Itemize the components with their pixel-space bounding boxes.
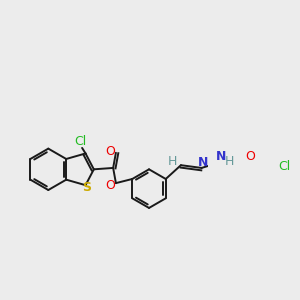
- Text: H: H: [168, 154, 177, 167]
- Text: Cl: Cl: [75, 134, 87, 148]
- Text: O: O: [105, 145, 115, 158]
- Text: S: S: [82, 182, 91, 194]
- Text: H: H: [224, 154, 234, 167]
- Text: N: N: [198, 156, 208, 169]
- Text: N: N: [216, 150, 226, 164]
- Text: O: O: [245, 150, 255, 164]
- Text: Cl: Cl: [278, 160, 290, 173]
- Text: O: O: [105, 179, 115, 192]
